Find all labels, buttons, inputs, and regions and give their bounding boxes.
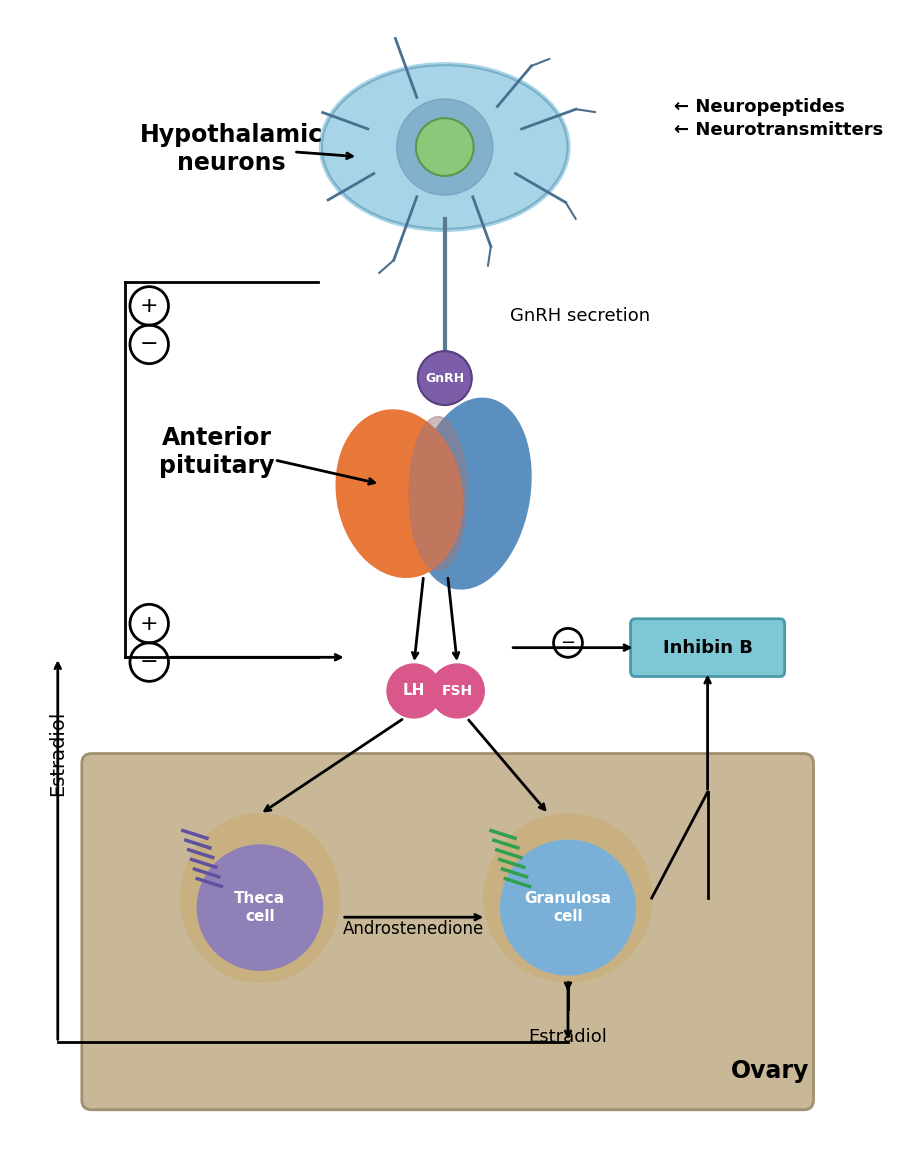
Ellipse shape [180, 814, 339, 983]
Text: LH: LH [403, 683, 425, 699]
Text: Ovary: Ovary [731, 1059, 809, 1084]
Text: −: − [561, 634, 576, 652]
Circle shape [418, 351, 472, 405]
Ellipse shape [484, 814, 652, 983]
Text: Theca
cell: Theca cell [235, 891, 286, 924]
Circle shape [387, 664, 441, 718]
Text: Hypothalamic
neurons: Hypothalamic neurons [140, 123, 322, 175]
Circle shape [416, 119, 474, 176]
Text: −: − [140, 335, 159, 355]
FancyBboxPatch shape [82, 754, 813, 1109]
Circle shape [431, 664, 484, 718]
Text: GnRH secretion: GnRH secretion [510, 306, 650, 324]
Text: Inhibin B: Inhibin B [663, 639, 752, 656]
Ellipse shape [412, 398, 531, 589]
Text: FSH: FSH [442, 684, 473, 699]
Text: GnRH: GnRH [425, 372, 465, 385]
Ellipse shape [409, 417, 467, 571]
Text: Androstenedione: Androstenedione [344, 919, 484, 938]
Circle shape [501, 841, 636, 974]
Circle shape [198, 845, 322, 970]
Text: ← Neurotransmitters: ← Neurotransmitters [674, 121, 883, 139]
Text: Estradiol: Estradiol [529, 1028, 607, 1046]
Text: ← Neuropeptides: ← Neuropeptides [674, 97, 845, 115]
Ellipse shape [320, 62, 570, 231]
Circle shape [396, 99, 492, 195]
Text: Estradiol: Estradiol [48, 711, 67, 796]
Text: +: + [140, 614, 159, 634]
Ellipse shape [336, 410, 463, 578]
Text: +: + [140, 296, 159, 316]
Text: −: − [140, 652, 159, 672]
FancyBboxPatch shape [630, 619, 784, 676]
Text: Granulosa
cell: Granulosa cell [525, 891, 612, 924]
Text: Anterior
pituitary: Anterior pituitary [159, 426, 274, 478]
